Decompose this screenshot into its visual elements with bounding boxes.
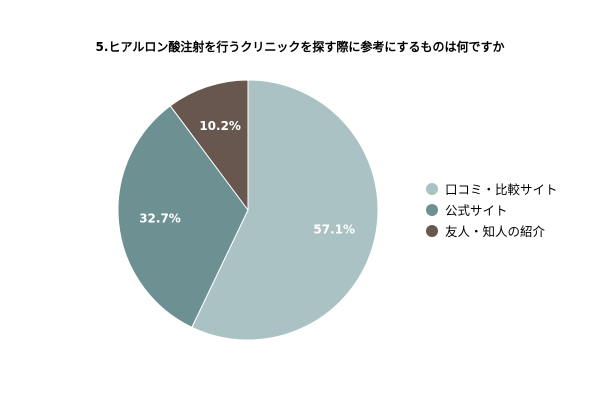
legend-swatch-1 [426, 182, 438, 195]
pie-slice-1 [191, 79, 379, 341]
legend-item-2: 公式サイト [426, 199, 558, 220]
legend-label-2: 公式サイト [445, 203, 508, 218]
slice-value-label-3: 10.2% [199, 119, 241, 133]
chart-legend: 口コミ・比較サイト 公式サイト友人・知人の紹介 [426, 178, 558, 241]
legend-label-1: 口コミ・比較サイト [445, 182, 558, 197]
pie-slice-2 [117, 105, 249, 328]
legend-swatch-3 [426, 224, 438, 237]
legend-item-1: 口コミ・比較サイト [426, 178, 558, 199]
legend-swatch-2 [426, 203, 438, 216]
chart-title: 5.ヒアルロン酸注射を行うクリニックを探す際に参考にするものは何ですか [95, 40, 505, 54]
legend-label-3: 友人・知人の紹介 [445, 224, 546, 239]
slice-value-label-2: 32.7% [139, 212, 181, 226]
pie-slice-3 [169, 79, 249, 212]
legend-item-3: 友人・知人の紹介 [426, 220, 558, 241]
slice-value-label-1: 57.1% [313, 223, 355, 237]
